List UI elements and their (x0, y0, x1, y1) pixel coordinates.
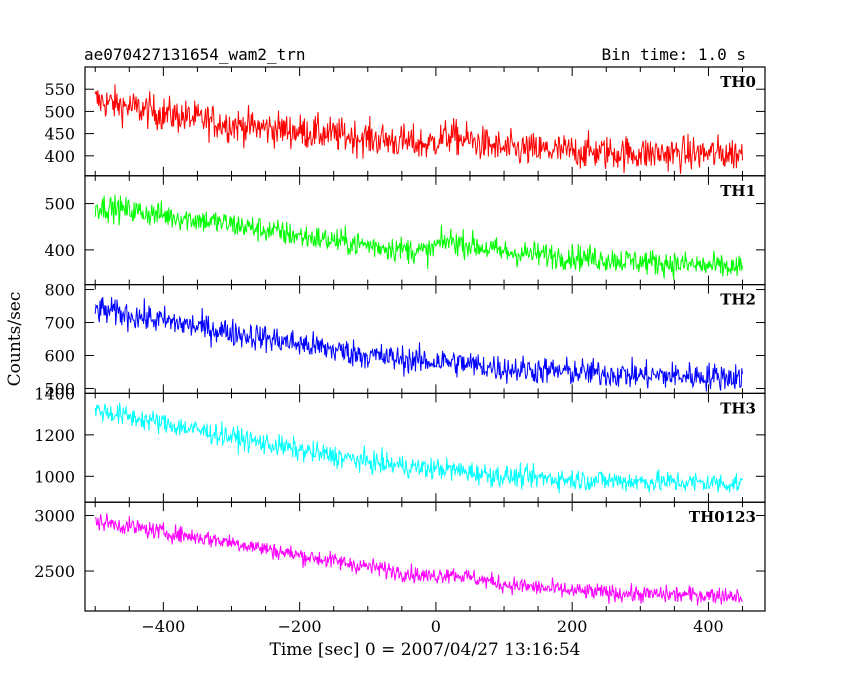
y-tick-label: 3000 (34, 507, 75, 526)
panel-label: TH2 (720, 291, 756, 309)
y-tick-label: 500 (44, 102, 75, 121)
x-tick-label: −200 (278, 617, 322, 636)
y-tick-label: 500 (44, 195, 75, 214)
x-tick-label: 0 (431, 617, 441, 636)
x-tick-label: 200 (557, 617, 588, 636)
y-tick-label: 1400 (34, 384, 75, 403)
bin-time-label: Bin time: 1.0 s (602, 45, 747, 64)
panel-label: TH0123 (689, 508, 756, 526)
panel-th0: 400 450 500 550 TH0 (44, 66, 766, 177)
series-line-th3 (94, 402, 743, 494)
panel-label: TH1 (720, 182, 756, 200)
y-tick-label: 2500 (34, 562, 75, 581)
y-tick-label: 800 (44, 281, 75, 300)
panel-frame (84, 392, 766, 503)
panel-th0123: 2500 3000 TH0123 (34, 501, 766, 612)
y-tick-label: 700 (44, 314, 75, 333)
x-axis-label: Time [sec] 0 = 2007/04/27 13:16:54 (270, 640, 581, 660)
chart-title: ae070427131654_wam2_trn (84, 45, 306, 64)
y-tick-label: 550 (44, 80, 75, 99)
y-tick-label: 450 (44, 125, 75, 144)
y-tick-label: 400 (44, 241, 75, 260)
panel-label: TH3 (720, 399, 756, 417)
y-tick-label: 400 (44, 147, 75, 166)
series-line-th2 (94, 296, 743, 392)
series-line-th1 (94, 194, 743, 280)
x-tick-label: 400 (693, 617, 724, 636)
panel-th3: 1000 1200 1400 TH3 (34, 384, 766, 503)
y-tick-label: 1000 (34, 467, 75, 486)
panel-th1: 400 500 TH1 (44, 175, 766, 286)
panel-th2: 500 600 700 800 TH2 (44, 281, 766, 398)
series-line-th0123 (94, 513, 743, 606)
panel-label: TH0 (720, 73, 756, 91)
panel-frame (84, 501, 766, 612)
y-axis-label: Counts/sec (5, 292, 25, 387)
x-tick-label: −400 (141, 617, 185, 636)
y-tick-label: 600 (44, 346, 75, 365)
y-tick-label: 1200 (34, 426, 75, 445)
series-line-th0 (94, 84, 743, 174)
y-tick-label: 500 (44, 379, 75, 398)
